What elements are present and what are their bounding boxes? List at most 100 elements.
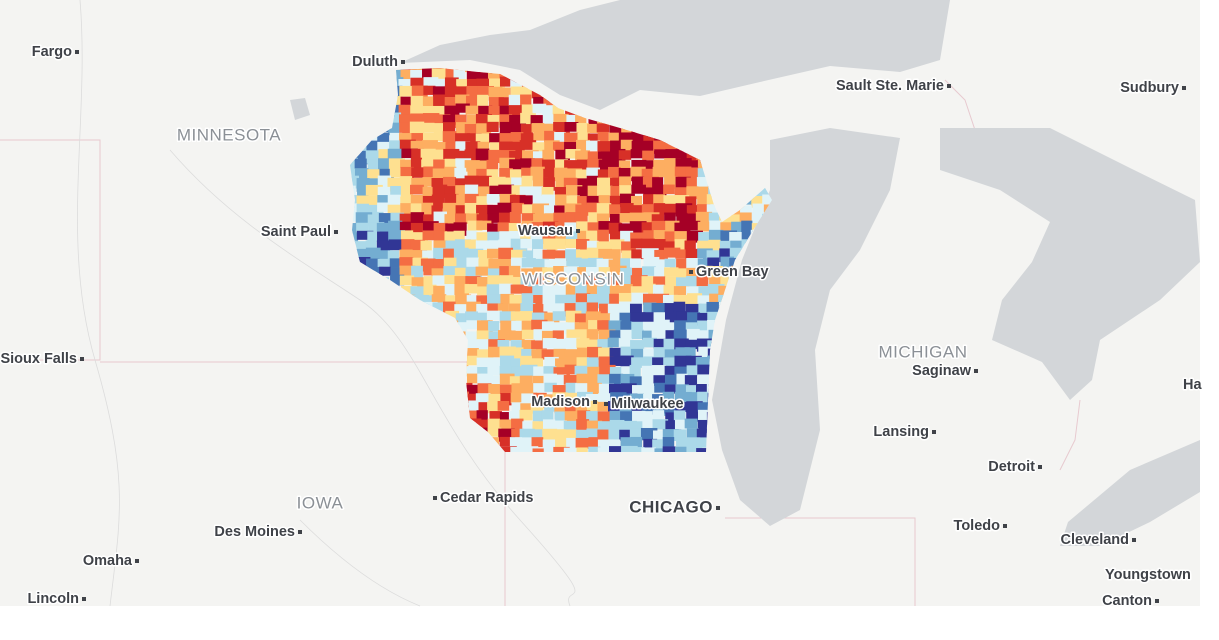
- district: [565, 239, 580, 249]
- city-marker: [433, 496, 437, 500]
- district: [423, 85, 436, 95]
- district: [609, 239, 625, 251]
- district: [673, 410, 686, 421]
- district: [442, 131, 457, 144]
- city-marker: [716, 506, 720, 510]
- district: [464, 284, 478, 294]
- district: [762, 194, 772, 209]
- district: [477, 141, 490, 154]
- district: [673, 150, 689, 161]
- district: [697, 248, 713, 260]
- district: [475, 133, 492, 144]
- district: [487, 303, 504, 315]
- district: [664, 384, 678, 394]
- district: [367, 159, 384, 170]
- district: [399, 265, 416, 278]
- district: [444, 186, 456, 198]
- city-marker: [1003, 524, 1007, 528]
- district: [510, 446, 523, 452]
- district: [411, 167, 428, 178]
- district: [609, 366, 627, 378]
- district: [509, 330, 525, 340]
- district: [350, 157, 359, 169]
- district: [674, 187, 688, 197]
- district: [498, 239, 515, 250]
- lake-superior: [400, 0, 950, 110]
- district: [399, 275, 415, 286]
- district: [586, 276, 600, 287]
- district: [675, 384, 689, 395]
- district: [410, 239, 425, 252]
- district: [453, 230, 465, 241]
- district: [696, 437, 708, 448]
- district: [390, 267, 407, 280]
- district: [511, 402, 526, 415]
- district: [642, 176, 659, 189]
- district: [521, 167, 533, 180]
- district: [654, 267, 670, 279]
- district: [719, 213, 733, 226]
- district: [642, 330, 659, 340]
- city-label: Cedar Rapids: [440, 490, 533, 506]
- district: [576, 238, 590, 251]
- lake-michigan: [712, 128, 900, 526]
- district: [410, 194, 428, 206]
- district: [676, 373, 688, 386]
- district: [444, 158, 461, 170]
- district: [664, 303, 680, 314]
- district: [455, 94, 470, 104]
- district: [532, 284, 546, 296]
- lake: [290, 98, 310, 120]
- district: [453, 68, 466, 79]
- district: [499, 311, 515, 324]
- district: [577, 230, 591, 242]
- district: [533, 383, 550, 393]
- district: [610, 159, 622, 171]
- district: [543, 177, 555, 191]
- district: [399, 85, 415, 97]
- district: [431, 194, 445, 209]
- district: [498, 184, 515, 197]
- district: [631, 421, 643, 431]
- district: [632, 176, 645, 188]
- district: [531, 349, 547, 360]
- district: [410, 113, 424, 126]
- river: [169, 149, 576, 607]
- district: [686, 428, 699, 443]
- district: [520, 133, 535, 143]
- district: [509, 194, 526, 205]
- district: [350, 223, 358, 234]
- district: [566, 195, 580, 207]
- district: [718, 268, 732, 280]
- district: [652, 177, 664, 189]
- district: [653, 239, 666, 251]
- district: [586, 230, 602, 242]
- district: [379, 266, 391, 276]
- district: [597, 185, 613, 197]
- district: [643, 194, 656, 206]
- district: [629, 376, 642, 389]
- district: [555, 175, 572, 188]
- district: [618, 150, 632, 160]
- district: [674, 231, 690, 243]
- district: [642, 420, 655, 433]
- city-marker: [298, 530, 302, 534]
- district: [522, 421, 539, 433]
- district: [488, 258, 501, 270]
- district: [478, 105, 493, 118]
- district: [509, 437, 523, 449]
- district: [357, 186, 370, 197]
- district: [707, 311, 723, 323]
- district: [542, 428, 558, 440]
- district: [575, 437, 592, 449]
- district: [454, 283, 470, 296]
- district: [675, 277, 688, 287]
- district: [486, 169, 499, 181]
- district: [521, 220, 538, 232]
- district: [697, 258, 713, 269]
- district: [544, 213, 559, 223]
- district: [378, 149, 391, 159]
- district: [531, 222, 548, 232]
- district: [554, 258, 567, 268]
- city-label: Lansing: [873, 424, 929, 440]
